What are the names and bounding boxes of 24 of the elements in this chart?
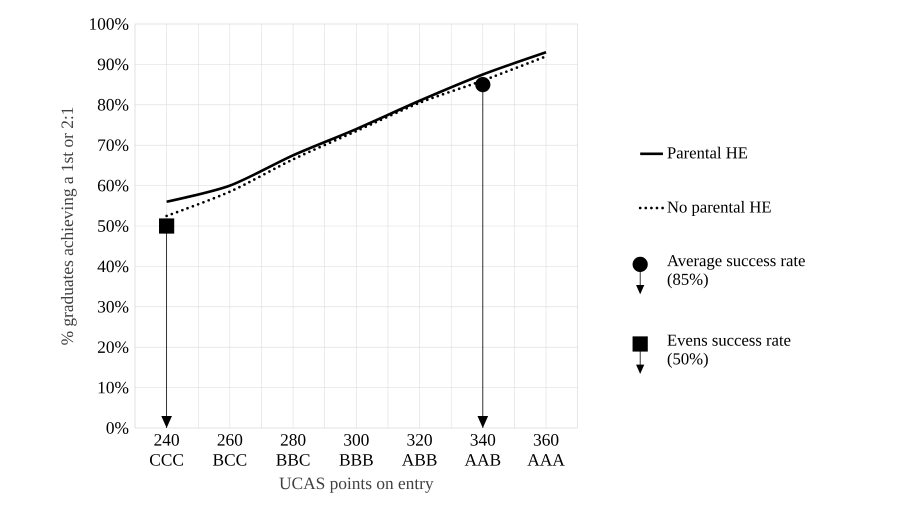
y-tick-label: 90% xyxy=(98,58,128,70)
legend-label: Parental HE xyxy=(667,146,748,158)
x-tick-label: 300 BBB xyxy=(339,434,373,466)
y-tick-label: 50% xyxy=(98,220,128,232)
x-tick-label: 280 BBC xyxy=(276,434,310,466)
x-axis-title: UCAS points on entry xyxy=(279,478,434,493)
y-tick-label: 40% xyxy=(98,260,128,272)
legend-label: Evens success rate (50%) xyxy=(667,334,790,368)
y-tick-label: 10% xyxy=(98,382,128,394)
y-tick-label: 20% xyxy=(98,341,128,354)
y-tick-label: 30% xyxy=(98,300,128,313)
y-tick-label: 0% xyxy=(106,422,128,434)
legend-label: No parental HE xyxy=(667,200,771,216)
x-tick-label: 360 AAA xyxy=(527,434,565,466)
x-tick-label: 260 BCC xyxy=(213,434,246,466)
x-tick-label: 240 CCC xyxy=(150,434,184,466)
y-tick-label: 70% xyxy=(98,139,128,152)
legend-label: Average success rate (85%) xyxy=(667,255,805,288)
x-tick-label: 340 AAB xyxy=(464,434,500,466)
y-axis-title: % graduates achieving a 1st or 2:1 xyxy=(60,108,77,345)
y-tick-label: 80% xyxy=(98,98,128,111)
y-tick-label: 100% xyxy=(90,18,128,30)
x-tick-label: 320 ABB xyxy=(402,434,437,466)
y-tick-label: 60% xyxy=(98,180,128,192)
